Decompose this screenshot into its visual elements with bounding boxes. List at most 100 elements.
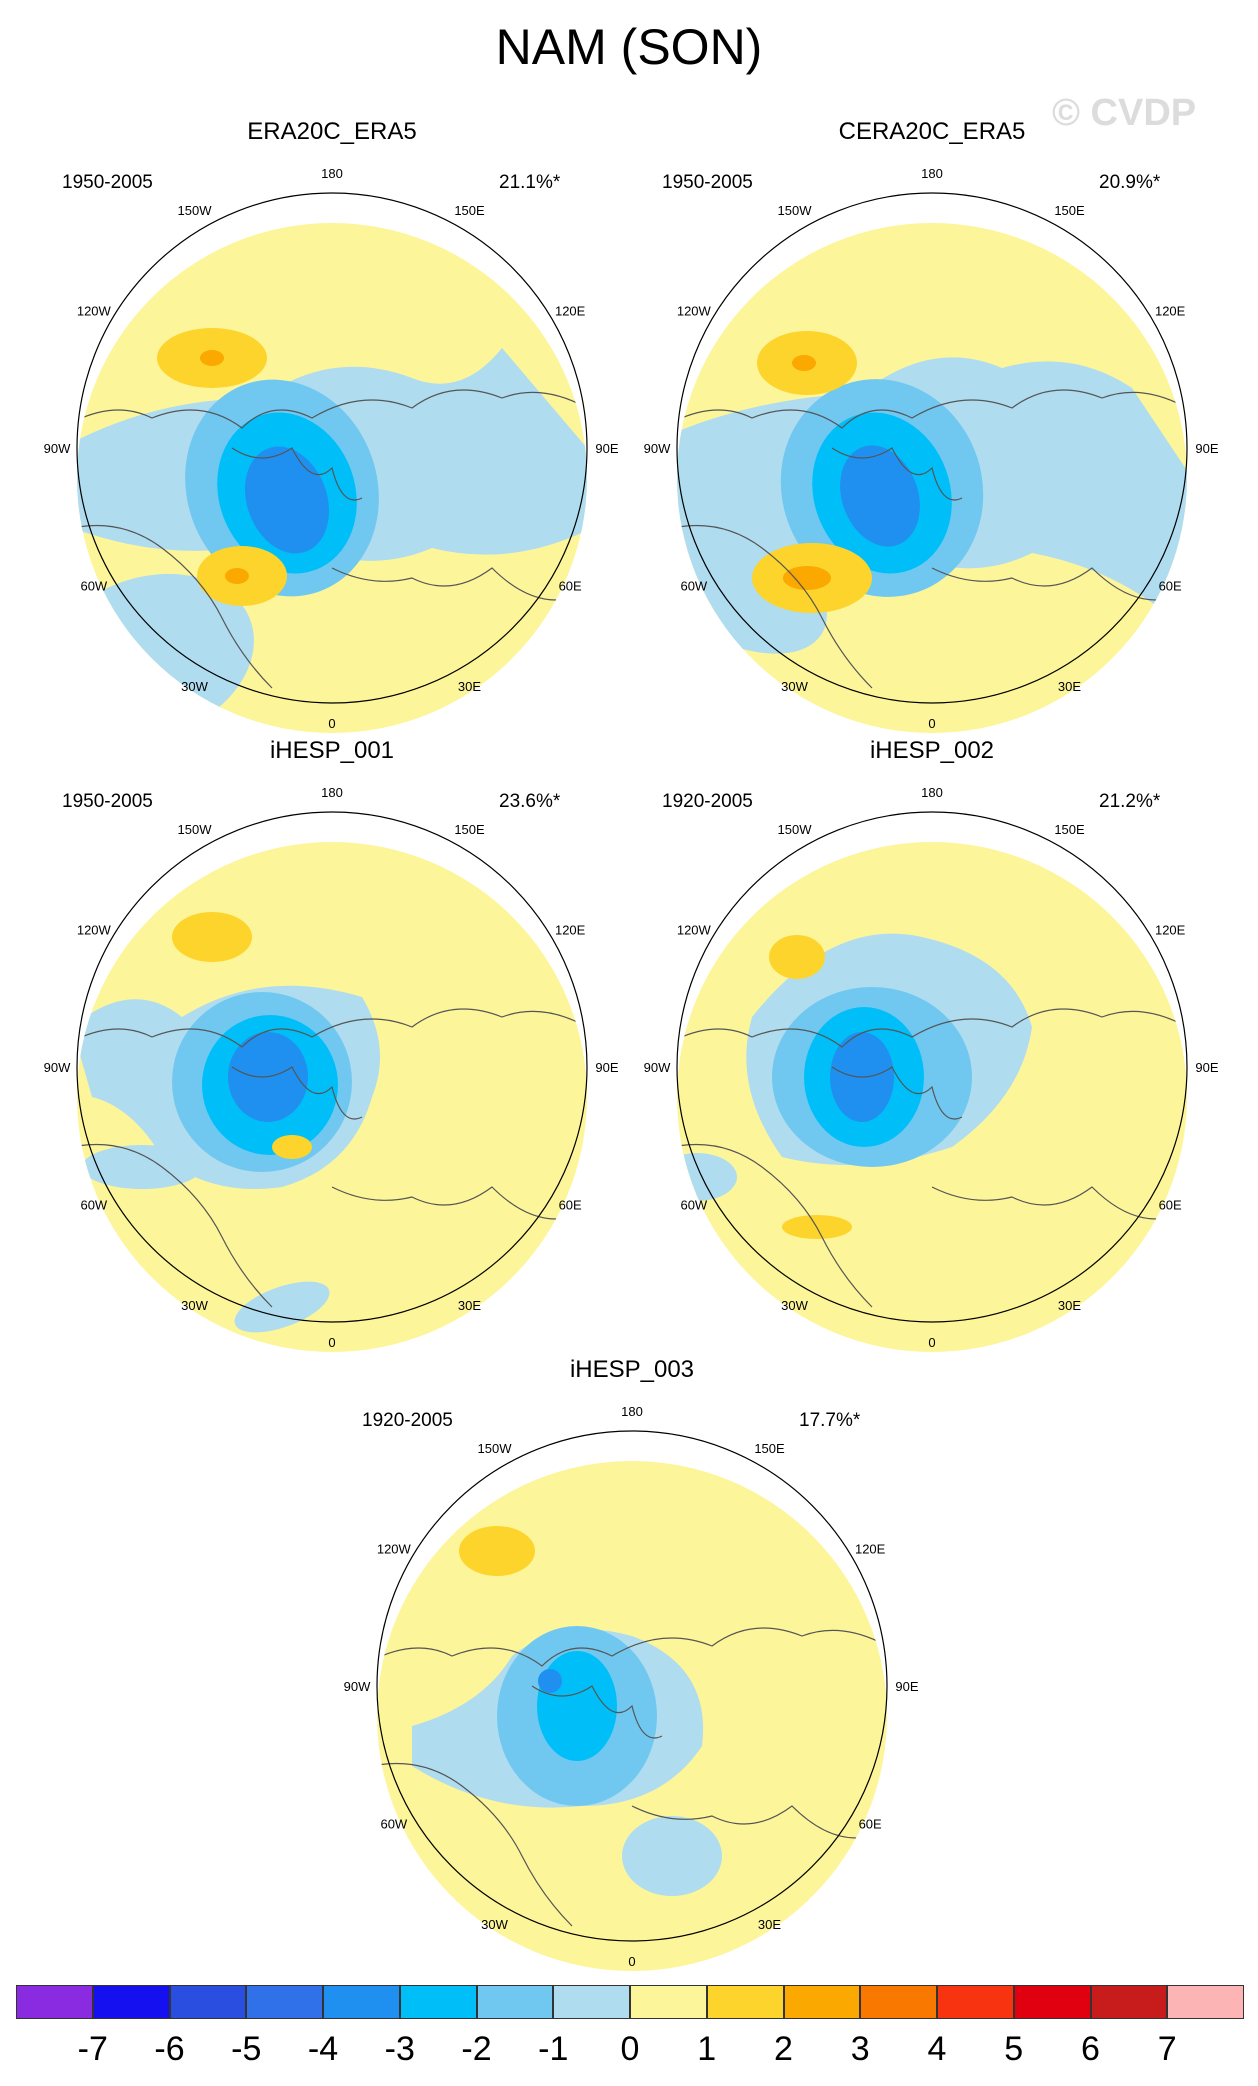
longitude-label: 60W xyxy=(680,579,707,594)
panel-title: iHESP_001 xyxy=(269,737,395,764)
contour-region xyxy=(225,568,249,584)
contour-region xyxy=(200,350,224,366)
map-boundary xyxy=(76,192,588,704)
map-panel-ihesp-002: iHESP_002 1920-2005 21.2%* 180 150E 120E 90… xyxy=(632,737,1232,1352)
colorbar-tick-label: 1 xyxy=(697,2030,717,2068)
longitude-label: 30W xyxy=(781,679,808,694)
colorbar-tick-label: 5 xyxy=(1004,2030,1024,2068)
longitude-label: 150E xyxy=(754,1441,785,1456)
longitude-label: 120W xyxy=(77,304,112,319)
polar-map: 180 150E 120E 90E 60E 30E 0 30W 60W 90W 120W 150W xyxy=(644,785,1219,1352)
anomaly-field xyxy=(77,842,587,1352)
longitude-label: 90E xyxy=(595,1060,618,1075)
cvdp-watermark: © CVDP xyxy=(1052,92,1197,134)
colorbar-swatch xyxy=(246,1985,323,2019)
contour-region xyxy=(459,1526,535,1576)
longitude-label: 90W xyxy=(644,1060,671,1075)
coastline xyxy=(77,1144,273,1308)
figure-title: NAM (SON) xyxy=(495,19,763,75)
anomaly-field xyxy=(77,223,587,733)
longitude-label: 120W xyxy=(677,304,712,319)
panel-variance: 21.2%* xyxy=(1099,791,1161,812)
longitude-label: 60E xyxy=(1159,579,1182,594)
panel-variance: 20.9%* xyxy=(1099,172,1161,193)
longitude-label: 30W xyxy=(181,679,208,694)
longitude-label: 120E xyxy=(1155,923,1186,938)
longitude-label: 150W xyxy=(178,203,213,218)
longitude-label: 120W xyxy=(677,923,712,938)
colorbar-swatch xyxy=(476,1985,554,2019)
contour-region xyxy=(840,445,920,547)
longitude-label: 90W xyxy=(644,441,671,456)
coastline xyxy=(77,389,587,429)
longitude-label: 120W xyxy=(77,923,112,938)
coastline xyxy=(331,1186,573,1220)
colorbar-swatch xyxy=(1013,1985,1091,2019)
colorbar-swatch xyxy=(860,1985,937,2019)
longitude-label: 60W xyxy=(80,579,107,594)
panel-years: 1920-2005 xyxy=(662,791,753,812)
colorbar-tick-label: -1 xyxy=(538,2030,569,2068)
coastline xyxy=(931,1186,1173,1220)
panel-variance: 21.1%* xyxy=(499,172,561,193)
coastline xyxy=(377,1763,573,1927)
panel-title: ERA20C_ERA5 xyxy=(247,118,417,145)
longitude-label: 180 xyxy=(921,785,943,800)
contour-region xyxy=(234,1281,330,1333)
anomaly-field xyxy=(377,1461,887,1971)
panel-years: 1950-2005 xyxy=(662,172,753,193)
longitude-label: 90E xyxy=(595,441,618,456)
polar-map: 180 150E 120E 90E 60E 30E 0 30W 60W 90W 120W 150W xyxy=(644,166,1219,733)
longitude-label: 0 xyxy=(928,716,935,731)
coastline xyxy=(231,447,363,501)
longitude-label: 150E xyxy=(454,822,485,837)
longitude-label: 150E xyxy=(1054,203,1085,218)
longitude-label: 120W xyxy=(377,1542,412,1557)
coastline xyxy=(77,1008,587,1048)
colorbar-tick-label: -7 xyxy=(77,2030,108,2068)
longitude-label: 150W xyxy=(778,203,813,218)
map-boundary xyxy=(376,1430,888,1942)
colorbar-swatch xyxy=(92,1985,170,2019)
colorbar-tick-label: 2 xyxy=(774,2030,793,2068)
coastline xyxy=(531,1685,663,1739)
contour-region xyxy=(732,223,882,233)
longitude-label: 180 xyxy=(621,1404,643,1419)
longitude-label: 90E xyxy=(1195,441,1218,456)
longitude-label: 30E xyxy=(758,1917,781,1932)
polar-map: 180 150E 120E 90E 60E 30E 0 30W 60W 90W 120W 150W xyxy=(344,1404,919,1971)
longitude-label: 60E xyxy=(559,579,582,594)
map-panel-ihesp-003: iHESP_003 1920-2005 17.7%* 180 150E 120E 90… xyxy=(332,1356,932,1971)
longitude-label: 120E xyxy=(555,923,586,938)
colorbar-tick-label: 6 xyxy=(1081,2030,1100,2068)
longitude-label: 30E xyxy=(1058,1298,1081,1313)
colorbar-swatch xyxy=(937,1985,1014,2019)
longitude-label: 150W xyxy=(478,1441,513,1456)
polar-map: 180 150E 120E 90E 60E 30E 0 30W 60W 90W 120W 150W xyxy=(44,166,619,733)
longitude-label: 150W xyxy=(778,822,813,837)
longitude-label: 60W xyxy=(680,1198,707,1213)
longitude-label: 30W xyxy=(781,1298,808,1313)
longitude-label: 60E xyxy=(1159,1198,1182,1213)
colorbar-tick-label: -5 xyxy=(231,2030,262,2068)
coastline xyxy=(677,1144,873,1308)
coastline xyxy=(831,447,963,501)
longitude-label: 90W xyxy=(344,1679,371,1694)
colorbar-tick-label: 0 xyxy=(620,2030,640,2068)
colorbar-swatch xyxy=(783,1985,861,2019)
contour-region xyxy=(82,1145,202,1189)
coastline xyxy=(331,567,573,601)
colorbar-swatch xyxy=(399,1985,477,2019)
map-panel-cera20c-era5: CERA20C_ERA5 1950-2005 20.9%* 180 150E 120… xyxy=(632,118,1232,733)
colorbar-tick-label: -4 xyxy=(307,2030,339,2068)
coastline xyxy=(931,567,1173,601)
longitude-label: 90E xyxy=(895,1679,918,1694)
map-boundary xyxy=(676,811,1188,1323)
longitude-label: 30E xyxy=(1058,679,1081,694)
colorbar-swatch xyxy=(630,1985,707,2019)
coastline xyxy=(677,524,873,689)
panel-title: iHESP_002 xyxy=(869,737,995,764)
colorbar-swatch xyxy=(553,1985,630,2019)
longitude-label: 90W xyxy=(44,1060,71,1075)
coastline xyxy=(677,1008,1187,1048)
